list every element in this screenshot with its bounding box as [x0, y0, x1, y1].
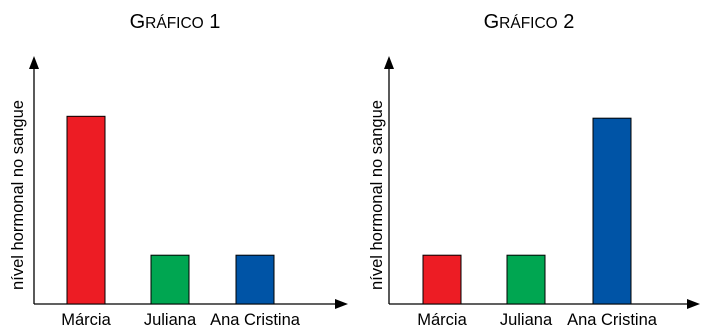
chart-1: GRÁFICO 1 nível hormonal no sangue Márcia J… — [9, 11, 348, 329]
bar-m-rcia — [66, 115, 106, 305]
tick-label-ana-cristina: Ana Cristina — [210, 311, 301, 329]
y-axis-arrow — [384, 56, 394, 69]
chart-title: GRÁFICO 2 — [484, 11, 575, 33]
bar-juliana — [506, 254, 546, 305]
x-axis-arrow — [335, 299, 348, 309]
y-axis-arrow — [29, 56, 39, 69]
y-axis-label: nível hormonal no sangue — [368, 100, 386, 290]
chart-title: GRÁFICO 1 — [130, 11, 221, 33]
bar-m-rcia — [422, 254, 462, 305]
bar-ana-cristina — [592, 117, 632, 305]
tick-label-m-rcia: Márcia — [61, 311, 111, 329]
x-axis-arrow — [687, 299, 700, 309]
y-axis-label: nível hormonal no sangue — [9, 100, 27, 290]
tick-label-m-rcia: Márcia — [417, 311, 467, 329]
tick-label-juliana: Juliana — [144, 311, 197, 329]
chart-2: GRÁFICO 2 nível hormonal no sangue Márcia J… — [368, 11, 700, 329]
bar-juliana — [150, 254, 190, 305]
tick-label-ana-cristina: Ana Cristina — [567, 311, 658, 329]
tick-label-juliana: Juliana — [500, 311, 553, 329]
bar-ana-cristina — [235, 254, 275, 305]
